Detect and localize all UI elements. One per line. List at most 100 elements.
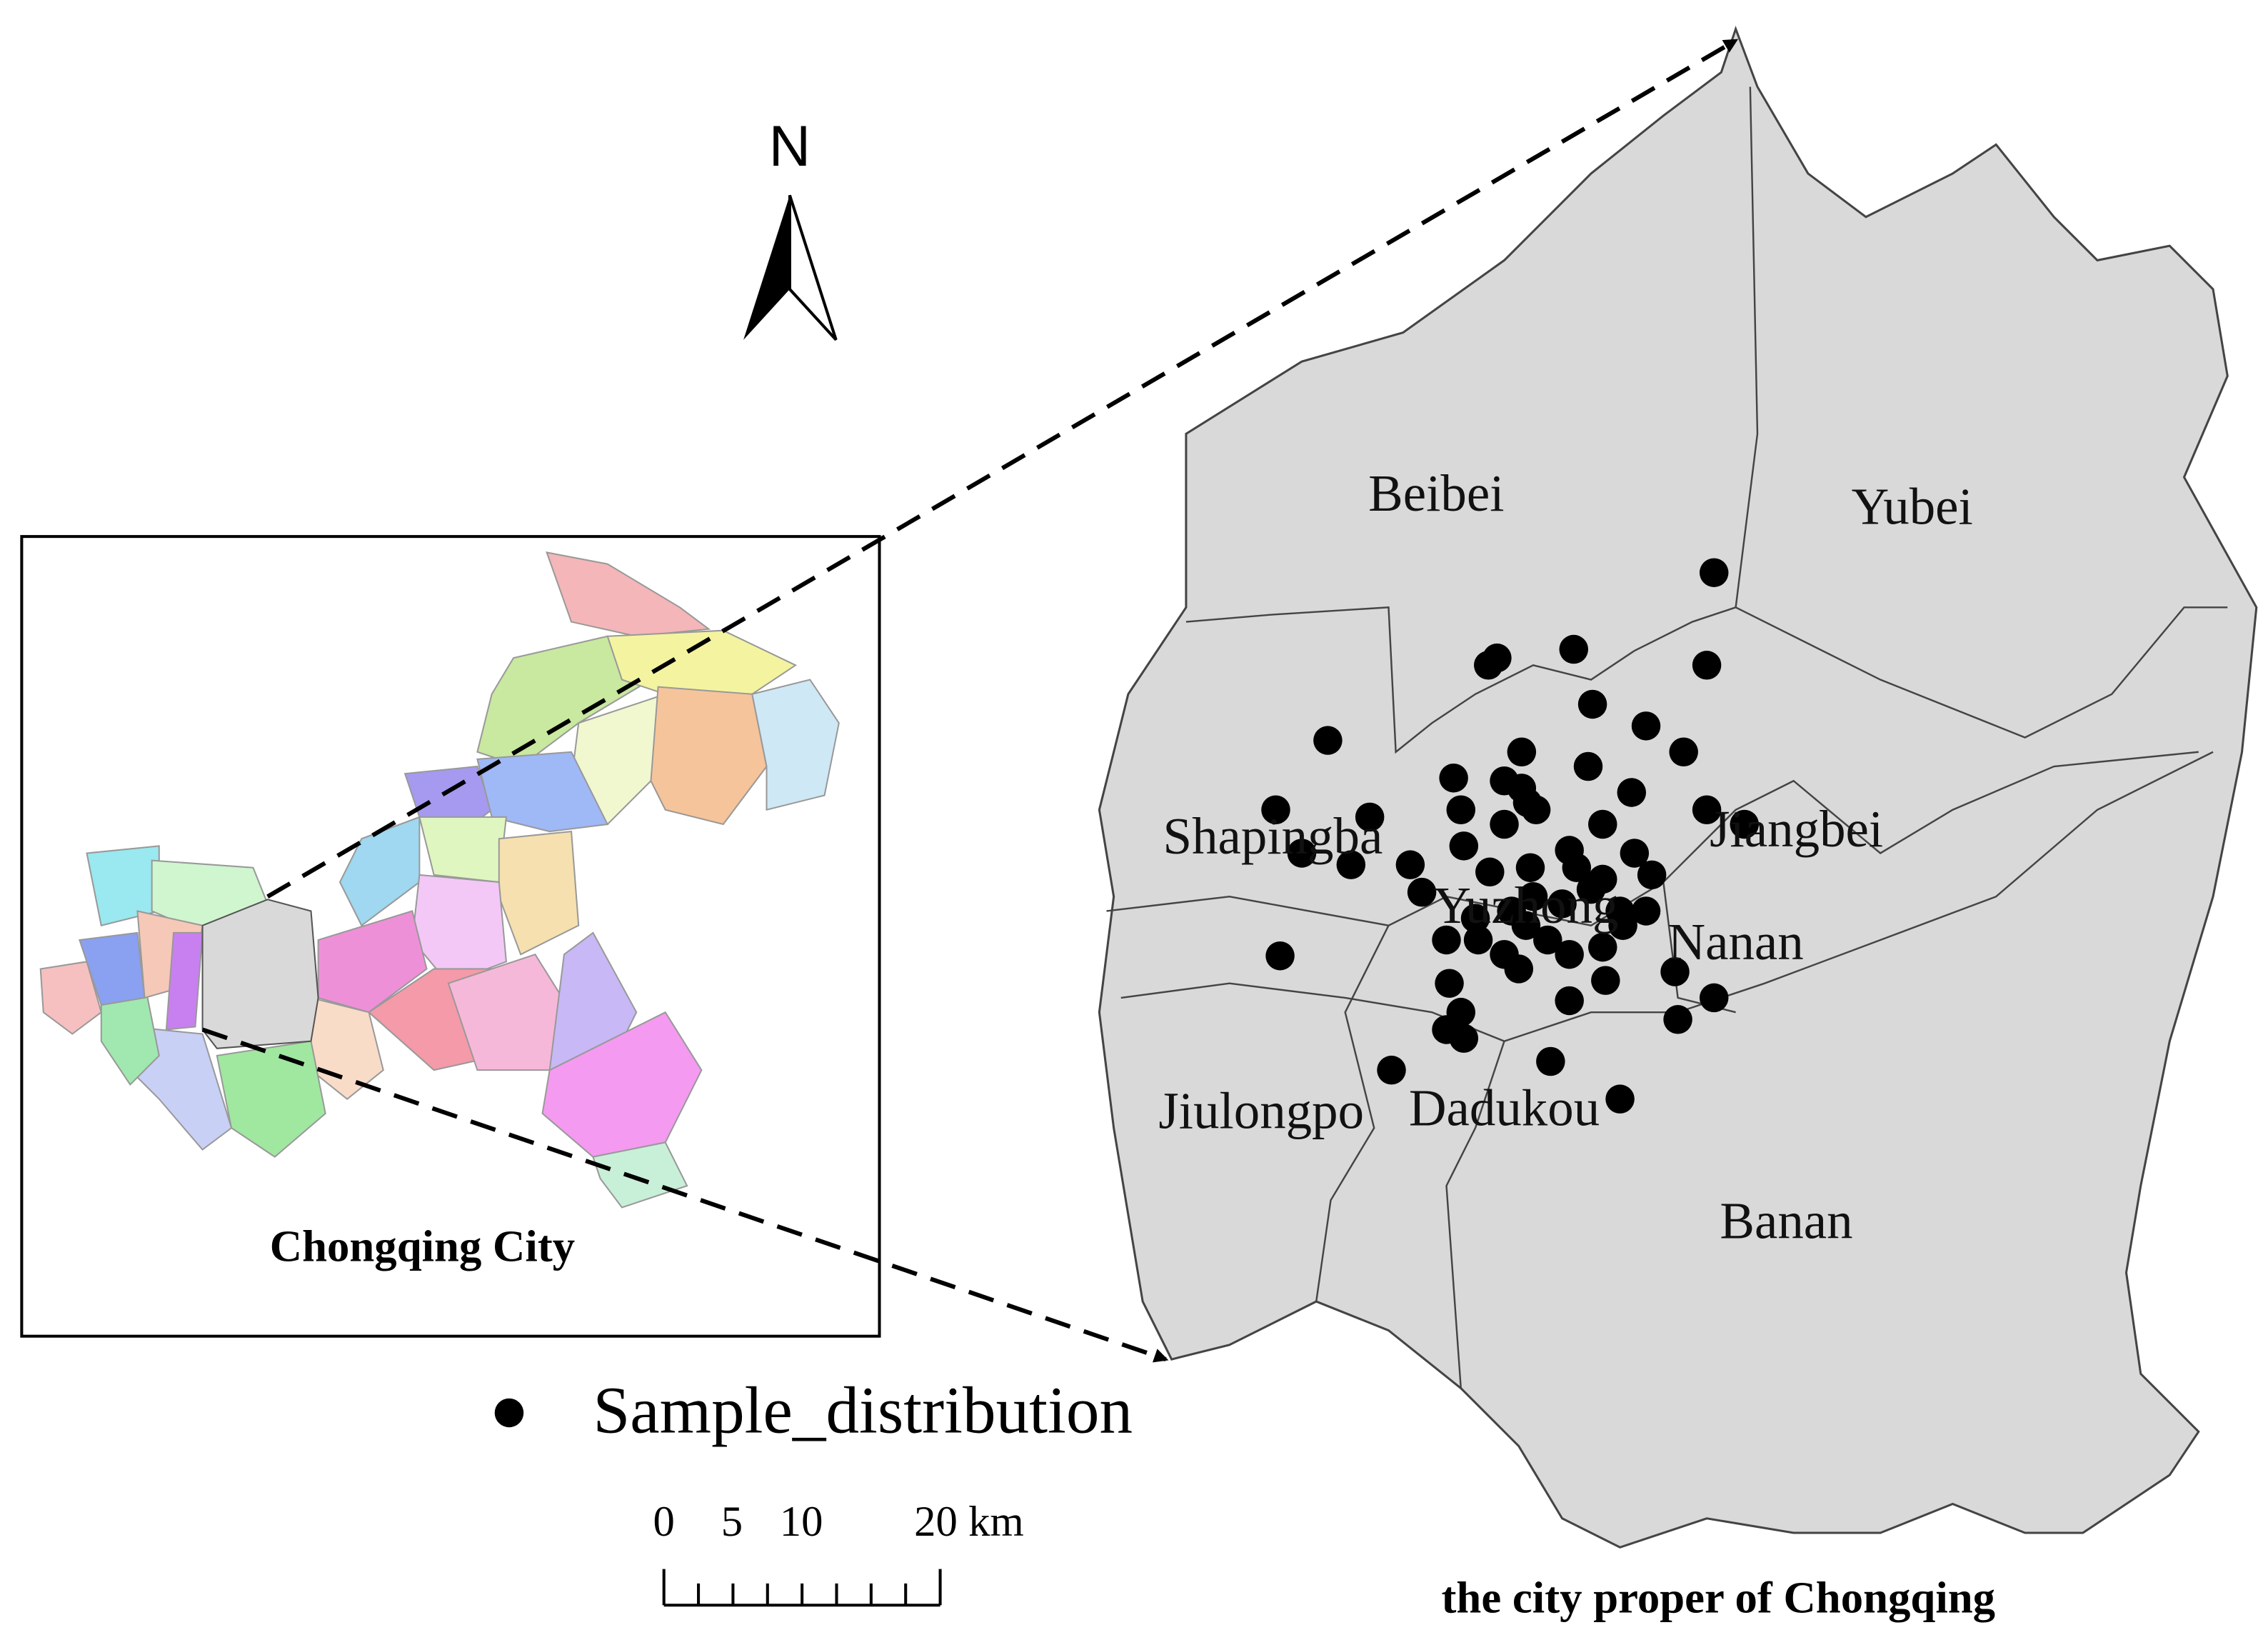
sample-point <box>1265 941 1295 971</box>
sample-point <box>1637 860 1667 890</box>
sample-point <box>1577 689 1607 719</box>
sample-point <box>1692 795 1722 824</box>
legend-label: Sample_distribution <box>593 1374 1133 1447</box>
sample-point <box>1663 1005 1692 1034</box>
scale-graphic <box>662 1569 942 1607</box>
district-label: Jiulongpo <box>1158 1082 1364 1140</box>
sample-point <box>1313 726 1343 755</box>
sample-point <box>1432 925 1461 955</box>
sample-point <box>1576 874 1606 904</box>
sample-point <box>1730 809 1760 839</box>
sample-point <box>1699 558 1729 587</box>
sample-point <box>1591 966 1620 995</box>
sample-point <box>1521 795 1551 824</box>
region <box>317 910 428 1014</box>
sample-point <box>1435 969 1464 998</box>
district-label: Shapingba <box>1163 807 1383 865</box>
boundary <box>1735 606 2228 739</box>
sample-point <box>1605 896 1635 926</box>
district-label: Yuzhong <box>1433 876 1618 934</box>
region <box>201 899 319 1049</box>
scale-label: 0 <box>653 1498 675 1546</box>
sample-point <box>1559 634 1589 664</box>
region <box>216 1040 326 1158</box>
region <box>39 961 102 1035</box>
arrow-half <box>743 195 790 340</box>
sample-point <box>1692 651 1722 680</box>
sample-point <box>1261 795 1290 824</box>
district-label: Jiangbei <box>1710 800 1883 858</box>
district-label: Yubei <box>1852 477 1973 535</box>
region <box>751 679 840 811</box>
city-outline <box>1098 25 2258 1549</box>
district-label: Beibei <box>1368 464 1504 522</box>
scale-label: 5 <box>721 1498 743 1546</box>
sample-point <box>1536 1046 1565 1076</box>
sample-point <box>1515 853 1545 882</box>
sample-point <box>1669 737 1698 767</box>
boundary <box>1120 751 2214 1042</box>
sample-point <box>1504 954 1534 984</box>
district-label: Dadukou <box>1409 1079 1600 1137</box>
sample-points <box>1261 558 1760 1114</box>
sample-point <box>1518 881 1548 911</box>
scale-label: 10 <box>780 1498 823 1546</box>
region <box>165 931 204 1031</box>
sample-point <box>1631 711 1661 741</box>
inset-title: Chongqing City <box>270 1221 575 1271</box>
scale-label: 20 km <box>914 1498 1024 1546</box>
boundary <box>1315 925 1390 1302</box>
scale-bar: 0 5 10 20 km <box>653 1498 1024 1607</box>
sample-point <box>1620 839 1650 868</box>
sample-point <box>1449 831 1479 861</box>
sample-point <box>1395 850 1425 879</box>
sample-point <box>1533 925 1562 955</box>
sample-point <box>1588 932 1617 962</box>
sample-point <box>1699 983 1729 1013</box>
sample-point <box>1473 651 1503 680</box>
sample-point <box>1562 853 1592 882</box>
sample-point <box>1555 939 1584 969</box>
sample-point <box>1555 986 1584 1016</box>
inset-map: Chongqing City <box>20 535 881 1338</box>
sample-point <box>1463 925 1493 955</box>
sample-point <box>1660 957 1690 986</box>
main-map-title: the city proper of Chongqing <box>1442 1573 1996 1623</box>
city-proper-map <box>1098 25 2258 1549</box>
legend: Sample_distribution <box>494 1374 1133 1447</box>
sample-point <box>1460 904 1490 933</box>
boundary <box>1445 1041 1505 1389</box>
sample-point <box>1407 877 1437 907</box>
sample-point <box>1449 1024 1479 1053</box>
sample-point <box>1573 751 1603 781</box>
north-arrow: N <box>743 114 838 341</box>
sample-point <box>1377 1055 1406 1085</box>
region <box>546 551 711 637</box>
sample-point <box>1355 802 1385 832</box>
sample-point <box>1287 839 1317 868</box>
zoom-line <box>201 1027 1169 1363</box>
arrow-half <box>788 194 838 341</box>
sample-point <box>1490 809 1519 839</box>
sample-point <box>1336 850 1366 879</box>
sample-point <box>1547 889 1577 919</box>
sample-point <box>1507 737 1537 767</box>
inset-regions <box>39 551 840 1209</box>
sample-point <box>1446 795 1476 824</box>
district-label: Banan <box>1720 1192 1852 1250</box>
sample-point <box>1490 766 1519 796</box>
sample-point <box>1511 911 1541 940</box>
sample-point <box>1631 896 1661 926</box>
sample-point <box>1439 763 1468 793</box>
region <box>476 751 609 833</box>
north-label: N <box>769 114 811 179</box>
sample-point <box>1605 1084 1635 1114</box>
sample-point <box>1588 809 1617 839</box>
sample-point <box>1617 778 1647 807</box>
sample-point <box>1475 857 1505 887</box>
zoom-lines <box>201 39 1739 1363</box>
region <box>592 1141 688 1209</box>
district-label: Nanan <box>1667 913 1803 971</box>
